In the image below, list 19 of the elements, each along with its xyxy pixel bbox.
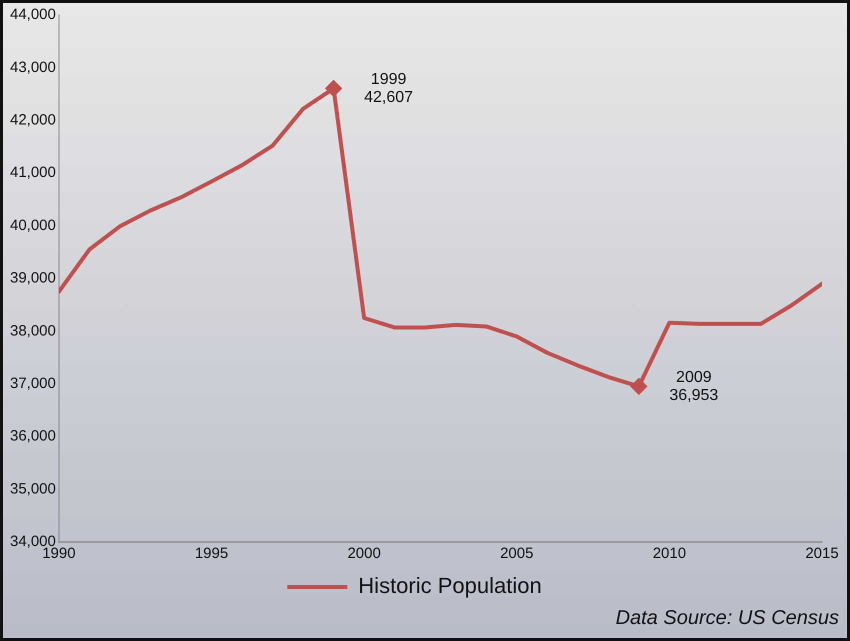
x-tick-label: 2005 — [500, 545, 534, 562]
y-tick-label: 37,000 — [10, 375, 56, 392]
y-tick-label: 39,000 — [10, 270, 56, 287]
y-tick-label: 35,000 — [10, 480, 56, 498]
y-tick-label: 42,000 — [10, 112, 56, 129]
source-note: Data Source: US Census — [616, 607, 839, 630]
legend-label: Historic Population — [358, 573, 542, 598]
annotation: 1999 42,607 — [364, 70, 414, 106]
x-tick-label: 2015 — [805, 545, 839, 562]
annotation: 2009 36,953 — [669, 368, 718, 404]
x-tick-label: 2010 — [652, 545, 686, 562]
x-tick-label: 1995 — [194, 545, 228, 562]
y-tick-label: 41,000 — [10, 164, 56, 182]
y-tick-label: 43,000 — [10, 58, 56, 76]
x-tick-label: 2000 — [347, 545, 381, 562]
y-tick-label: 40,000 — [10, 216, 56, 234]
y-tick-label: 36,000 — [10, 428, 56, 445]
y-tick-label: 44,000 — [10, 6, 56, 24]
y-tick-label: 38,000 — [10, 322, 56, 340]
